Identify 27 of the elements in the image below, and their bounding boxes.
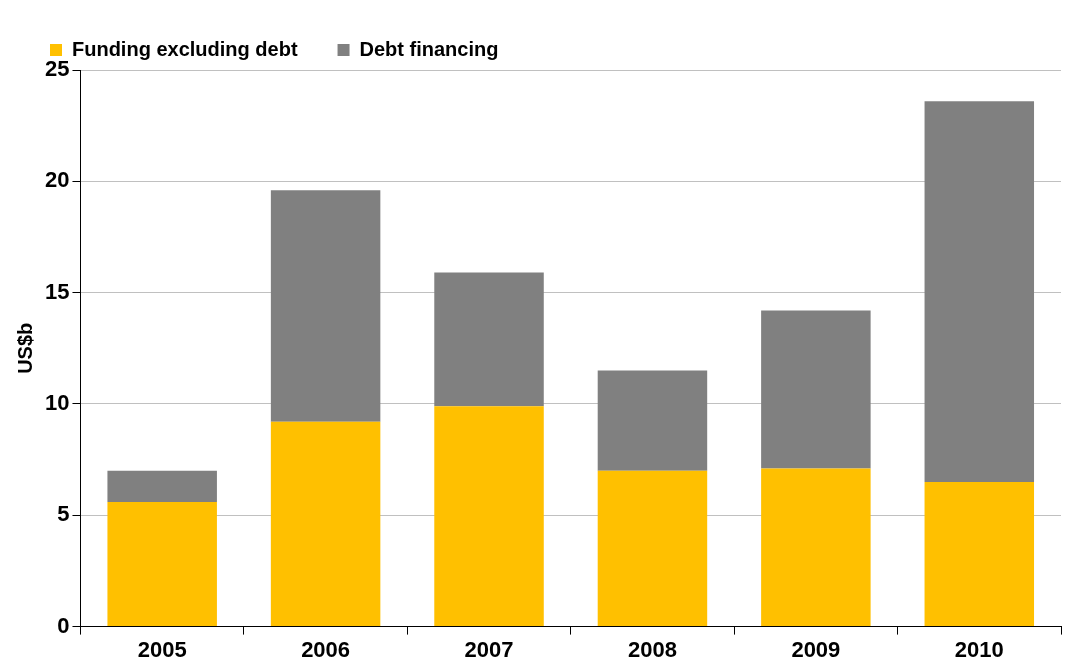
y-tick-label: 25	[44, 56, 70, 82]
bar	[270, 190, 381, 422]
bar	[761, 468, 871, 627]
legend-label: Funding excluding debt	[72, 37, 298, 60]
bar	[270, 421, 381, 627]
x-tick-label: 2009	[791, 636, 841, 662]
x-tick-label: 2005	[137, 636, 187, 662]
x-tick-label: 2007	[464, 636, 514, 662]
y-tick-label: 10	[44, 390, 70, 416]
bar	[761, 310, 871, 469]
bar	[597, 470, 708, 627]
bar	[107, 470, 217, 502]
bar	[107, 501, 217, 627]
legend-label: Debt financing	[359, 37, 499, 60]
x-tick-label: 2006	[301, 636, 351, 662]
y-tick-label: 5	[57, 501, 70, 527]
x-tick-label: 2010	[954, 636, 1004, 662]
y-tick-label: 20	[44, 167, 70, 193]
x-tick-label: 2008	[627, 636, 677, 662]
y-tick-label: 0	[57, 612, 70, 638]
y-axis-title: US$b	[13, 322, 36, 374]
bar	[434, 272, 544, 407]
bar	[434, 406, 544, 627]
y-tick-label: 15	[44, 278, 70, 304]
bar	[597, 370, 708, 471]
bar	[924, 101, 1035, 482]
bar	[924, 481, 1035, 627]
